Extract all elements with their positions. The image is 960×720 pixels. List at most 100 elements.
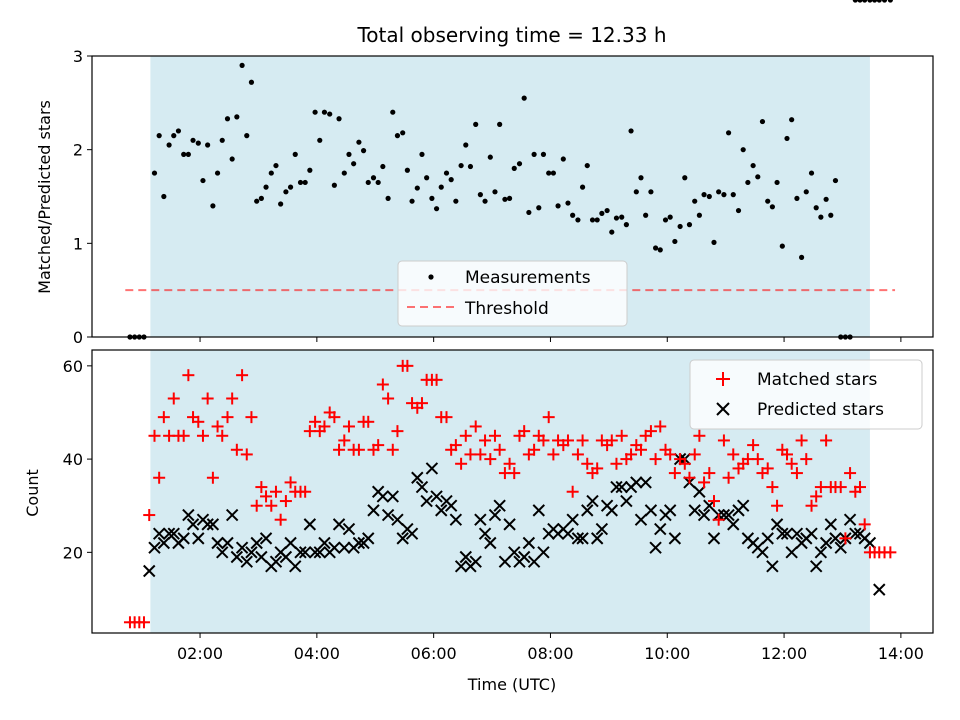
measurement-point xyxy=(725,130,732,136)
predicted-star-stroke xyxy=(503,518,516,531)
matched-star-point xyxy=(761,462,774,475)
measurement-point xyxy=(317,137,323,143)
predicted-star-stroke xyxy=(352,536,366,550)
measurement-point xyxy=(385,195,391,201)
matched-star-point xyxy=(137,616,150,629)
predicted-star-stroke xyxy=(192,532,205,545)
predicted-star-stroke xyxy=(707,532,721,545)
matched-star-point xyxy=(153,471,166,484)
predicted-star-point xyxy=(478,527,492,540)
measurement-point xyxy=(467,163,474,170)
measurement-point xyxy=(254,198,260,204)
predicted-star-stroke xyxy=(303,518,317,531)
measurement-point xyxy=(419,151,425,157)
predicted-star-point xyxy=(843,513,857,526)
predicted-star-stroke xyxy=(269,555,283,568)
matched-star-point xyxy=(177,429,190,442)
predicted-star-point xyxy=(192,532,205,545)
measurement-point xyxy=(297,179,304,186)
predicted-star-point xyxy=(863,536,877,550)
predicted-star-point xyxy=(527,555,541,568)
matched-star-point xyxy=(362,415,375,428)
measurement-point xyxy=(555,203,561,209)
legend-predicted-marker xyxy=(716,402,730,416)
matched-star-point xyxy=(810,490,823,503)
matched-star-point xyxy=(780,448,793,461)
matched-star-point xyxy=(766,481,779,494)
predicted-star-stroke xyxy=(167,527,180,540)
predicted-star-stroke xyxy=(294,546,307,559)
predicted-star-point xyxy=(162,527,176,540)
predicted-star-stroke xyxy=(449,513,463,526)
matched-star-point xyxy=(644,425,657,438)
bottom-panel: 20 40 60 02:00 04:00 06:00 08:00 10:00 12:00 14:… xyxy=(23,349,934,694)
bottom-x-tick-label: 06:00 xyxy=(411,644,457,663)
predicted-star-point xyxy=(201,518,214,531)
measurement-point xyxy=(292,151,298,157)
measurement-point xyxy=(798,254,805,260)
matched-star-point xyxy=(654,420,667,433)
predicted-star-point xyxy=(411,471,424,484)
matched-star-point xyxy=(528,443,541,456)
predicted-star-stroke xyxy=(590,532,604,545)
predicted-star-point xyxy=(250,536,263,550)
predicted-star-stroke xyxy=(576,532,589,545)
measurement-point xyxy=(657,247,663,253)
measurement-point xyxy=(696,212,702,218)
matched-star-point xyxy=(206,471,219,484)
predicted-star-point xyxy=(332,518,346,531)
measurement-point xyxy=(429,195,435,201)
predicted-star-stroke xyxy=(668,532,682,545)
predicted-star-stroke xyxy=(459,550,472,564)
predicted-star-point xyxy=(454,560,468,573)
measurement-point xyxy=(219,137,225,143)
matched-star-point xyxy=(751,453,764,466)
matched-star-point xyxy=(488,429,501,442)
matched-stars-points xyxy=(123,359,897,629)
matched-star-point xyxy=(703,467,716,480)
matched-star-point xyxy=(834,481,847,494)
measurement-point xyxy=(682,175,688,181)
measurement-point xyxy=(195,140,201,146)
predicted-star-stroke xyxy=(396,532,409,545)
predicted-star-stroke xyxy=(342,522,356,536)
predicted-star-stroke xyxy=(532,504,545,517)
measurement-point xyxy=(779,243,785,249)
measurement-point xyxy=(852,0,858,3)
measurement-point xyxy=(283,189,289,195)
predicted-star-point xyxy=(644,504,658,517)
matched-star-point xyxy=(299,485,312,498)
matched-star-point xyxy=(698,476,711,489)
measurement-point xyxy=(336,116,342,122)
bottom-y-axis-label: Count xyxy=(23,469,42,517)
predicted-star-point xyxy=(308,546,322,559)
matched-star-point xyxy=(318,420,331,433)
predicted-star-point xyxy=(819,536,833,550)
measurement-point xyxy=(477,192,483,198)
predicted-star-stroke xyxy=(654,522,667,536)
predicted-star-point xyxy=(634,513,648,526)
predicted-star-point xyxy=(391,513,404,526)
matched-star-point xyxy=(376,378,389,391)
predicted-star-stroke xyxy=(435,504,448,517)
matched-star-point xyxy=(328,411,341,424)
legend-predicted-label: Predicted stars xyxy=(757,400,884,420)
legend-measurements-label: Measurements xyxy=(465,268,591,288)
matched-star-point xyxy=(771,499,784,512)
measurement-point xyxy=(774,179,780,186)
measurement-point xyxy=(492,189,498,195)
legend-measurements-marker xyxy=(428,274,434,280)
matched-star-point xyxy=(469,420,482,433)
measurement-point xyxy=(185,151,191,157)
predicted-star-point xyxy=(532,504,545,517)
predicted-star-point xyxy=(605,504,618,517)
predicted-star-stroke xyxy=(649,541,662,554)
measurement-point xyxy=(628,128,634,134)
predicted-star-point xyxy=(381,508,395,522)
matched-star-point xyxy=(479,434,492,447)
predicted-star-point xyxy=(756,546,769,559)
matched-star-point xyxy=(265,499,278,512)
predicted-star-point xyxy=(663,504,677,517)
measurement-point xyxy=(458,162,464,169)
predicted-star-point xyxy=(508,546,521,559)
